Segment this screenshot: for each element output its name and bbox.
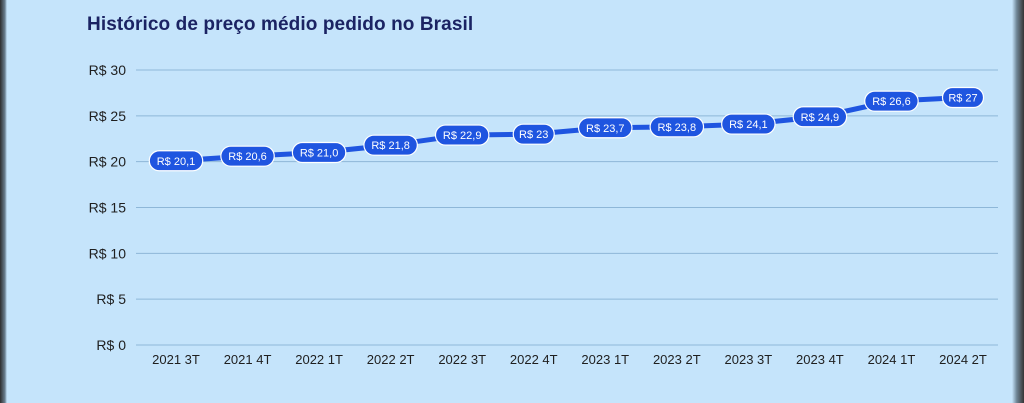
data-label-bubble bbox=[512, 123, 555, 145]
data-label-bubble bbox=[941, 86, 985, 109]
y-tick-label: R$ 15 bbox=[89, 200, 127, 216]
y-tick-label: R$ 25 bbox=[89, 108, 127, 124]
data-label-bubble bbox=[220, 145, 275, 167]
data-label-bubble bbox=[434, 124, 490, 146]
data-point: R$ 23 bbox=[512, 123, 555, 145]
data-point: R$ 24,1 bbox=[721, 113, 776, 135]
data-label: R$ 21,8 bbox=[371, 140, 410, 152]
window-right-edge bbox=[1012, 0, 1024, 403]
data-label-bubble bbox=[792, 106, 848, 128]
x-tick-label: 2023 1T bbox=[581, 352, 629, 367]
x-axis: 2021 3T 2021 4T 2022 1T 2022 2T 2022 3T 2022 … bbox=[152, 352, 987, 367]
x-tick-label: 2021 3T bbox=[152, 352, 200, 367]
data-point: R$ 20,6 bbox=[220, 145, 275, 167]
data-point: R$ 23,8 bbox=[649, 116, 705, 138]
data-label: R$ 23,7 bbox=[586, 123, 625, 135]
data-label-bubble bbox=[363, 134, 418, 156]
x-tick-label: 2022 4T bbox=[510, 352, 558, 367]
data-point: R$ 24,9 bbox=[792, 106, 848, 128]
y-tick-label: R$ 10 bbox=[89, 245, 127, 261]
data-label: R$ 24,1 bbox=[729, 119, 768, 131]
x-tick-label: 2022 1T bbox=[295, 352, 343, 367]
data-label-bubble bbox=[649, 116, 705, 138]
data-labels: R$ 20,1 R$ 20,6 R$ 21,0 R$ 21,8 R$ 22,9 R$ 23… bbox=[148, 86, 985, 172]
grid-lines bbox=[136, 69, 998, 346]
y-tick-label: R$ 20 bbox=[89, 154, 127, 170]
data-point: R$ 27 bbox=[941, 86, 985, 109]
chart-title: Histórico de preço médio pedido no Brasi… bbox=[87, 14, 474, 35]
y-tick-label: R$ 5 bbox=[96, 291, 126, 307]
data-label: R$ 26,6 bbox=[872, 96, 911, 108]
data-label-bubble bbox=[148, 150, 204, 172]
y-tick-label: R$ 30 bbox=[89, 62, 127, 78]
data-label: R$ 20,6 bbox=[228, 151, 267, 163]
x-tick-label: 2022 2T bbox=[367, 352, 415, 367]
x-tick-label: 2023 3T bbox=[725, 352, 773, 367]
data-point: R$ 23,7 bbox=[577, 117, 633, 139]
x-tick-label: 2022 3T bbox=[438, 352, 486, 367]
window-left-edge bbox=[0, 0, 7, 403]
data-label: R$ 21,0 bbox=[300, 148, 339, 160]
data-label: R$ 23 bbox=[519, 129, 548, 141]
x-tick-label: 2021 4T bbox=[224, 352, 272, 367]
data-label: R$ 23,8 bbox=[658, 122, 697, 134]
data-point: R$ 21,8 bbox=[363, 134, 418, 156]
data-point: R$ 22,9 bbox=[434, 124, 490, 146]
data-label-bubble bbox=[864, 90, 919, 112]
x-tick-label: 2023 4T bbox=[796, 352, 844, 367]
data-point: R$ 21,0 bbox=[291, 141, 347, 164]
y-tick-label: R$ 0 bbox=[96, 337, 126, 353]
data-label-bubble bbox=[291, 141, 347, 164]
y-axis: R$ 0 R$ 5 R$ 10 R$ 15 R$ 20 R$ 25 R$ 30 bbox=[89, 62, 127, 353]
data-point: R$ 26,6 bbox=[864, 90, 919, 112]
data-label: R$ 20,1 bbox=[157, 156, 196, 168]
data-point: R$ 20,1 bbox=[148, 150, 204, 172]
data-label: R$ 22,9 bbox=[443, 130, 482, 142]
x-tick-label: 2024 1T bbox=[868, 352, 916, 367]
data-label-bubble bbox=[721, 113, 776, 135]
data-label-bubble bbox=[577, 117, 633, 139]
x-tick-label: 2023 2T bbox=[653, 352, 701, 367]
data-label: R$ 24,9 bbox=[801, 112, 840, 124]
data-label: R$ 27 bbox=[948, 93, 977, 105]
x-tick-label: 2024 2T bbox=[939, 352, 987, 367]
